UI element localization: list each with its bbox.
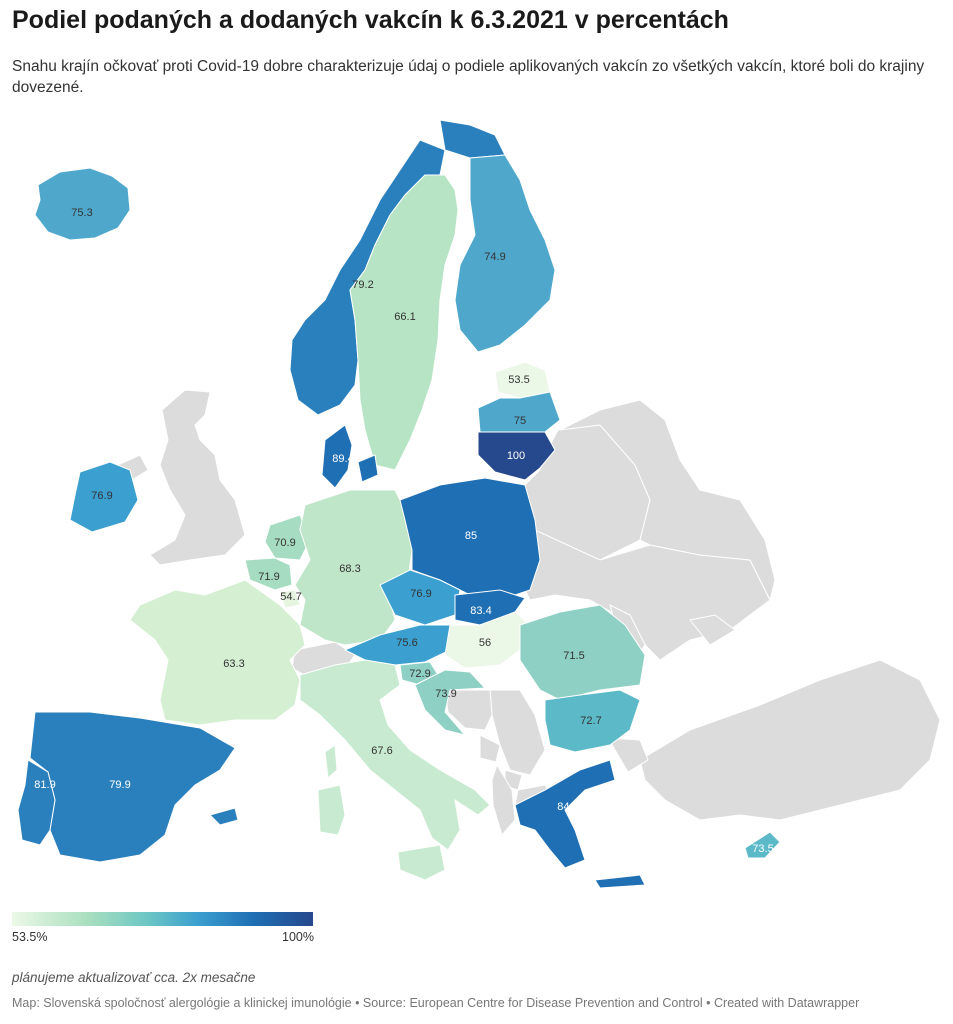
value-bulgaria: 72.7 — [580, 715, 601, 727]
value-iceland: 75.3 — [71, 207, 92, 219]
value-lithuania: 100 — [507, 450, 525, 462]
value-ireland: 76.9 — [91, 490, 112, 502]
country-crimea — [689, 614, 736, 646]
country-uk — [149, 389, 246, 566]
country-albania — [491, 763, 516, 837]
country-montenegro — [479, 734, 501, 763]
country-balearics — [209, 807, 239, 826]
legend-gradient-bar — [12, 912, 313, 926]
value-sweden: 66.1 — [394, 311, 415, 323]
value-hungary: 56 — [479, 637, 491, 649]
country-denmark — [321, 424, 353, 489]
value-portugal: 81.9 — [34, 779, 55, 791]
country-bulgaria — [544, 689, 641, 753]
country-sicily — [397, 844, 446, 881]
value-estonia: 53.5 — [508, 374, 529, 386]
chart-subtitle: Snahu krajín očkovať proti Covid-19 dobr… — [12, 58, 925, 96]
country-iceland — [34, 167, 131, 241]
country-italy — [299, 659, 491, 851]
value-belgium: 71.9 — [258, 571, 279, 583]
value-romania: 71.5 — [563, 650, 584, 662]
country-finland — [454, 154, 556, 353]
color-legend: 53.5% 100% — [12, 912, 314, 944]
value-latvia: 75 — [514, 415, 526, 427]
value-italy: 67.6 — [371, 745, 392, 757]
country-france — [129, 579, 306, 726]
country-serbia — [489, 689, 546, 776]
country-spain — [29, 711, 236, 863]
value-spain: 79.9 — [109, 779, 130, 791]
country-croatia — [414, 669, 487, 736]
country-crete — [594, 874, 646, 889]
country-lithuania — [477, 431, 556, 481]
country-norway-north — [439, 119, 506, 159]
country-russia — [559, 399, 776, 602]
value-greece: 84.4 — [557, 801, 578, 813]
value-france: 63.3 — [223, 658, 244, 670]
country-netherlands — [264, 514, 311, 561]
country-portugal — [17, 759, 56, 846]
value-luxembourg: 54.7 — [280, 591, 301, 603]
country-denmark-islands — [357, 454, 379, 483]
country-ireland — [69, 461, 139, 533]
value-germany: 68.3 — [339, 563, 360, 575]
country-turkey — [639, 659, 941, 821]
country-greece — [514, 759, 616, 869]
chart-title: Podiel podaných a dodaných vakcín k 6.3.… — [12, 6, 729, 34]
source-credit: Map: Slovenská spoločnosť alergológie a … — [12, 996, 860, 1010]
value-cyprus: 73.5 — [752, 843, 773, 855]
legend-max-label: 100% — [282, 930, 314, 944]
value-czechia: 76.9 — [410, 588, 431, 600]
value-austria: 75.6 — [396, 637, 417, 649]
value-norway: 79.2 — [352, 279, 373, 291]
country-belgium — [244, 557, 293, 591]
country-sardinia — [317, 784, 346, 836]
update-note: plánujeme aktualizovať cca. 2x mesačne — [12, 970, 256, 985]
value-slovakia: 83.4 — [470, 605, 491, 617]
value-croatia: 73.9 — [435, 688, 456, 700]
country-cyprus — [744, 831, 781, 859]
country-luxembourg — [279, 589, 301, 609]
country-romania — [519, 604, 646, 701]
value-denmark: 89.4 — [332, 453, 353, 465]
country-turkey-europe — [607, 737, 649, 773]
country-corsica — [324, 744, 338, 780]
country-bosnia — [444, 689, 493, 731]
legend-min-label: 53.5% — [12, 930, 48, 944]
country-sweden — [349, 174, 459, 471]
value-slovenia: 72.9 — [409, 668, 430, 680]
value-netherlands: 70.9 — [274, 537, 295, 549]
value-finland: 74.9 — [484, 251, 505, 263]
value-poland: 85 — [465, 530, 477, 542]
